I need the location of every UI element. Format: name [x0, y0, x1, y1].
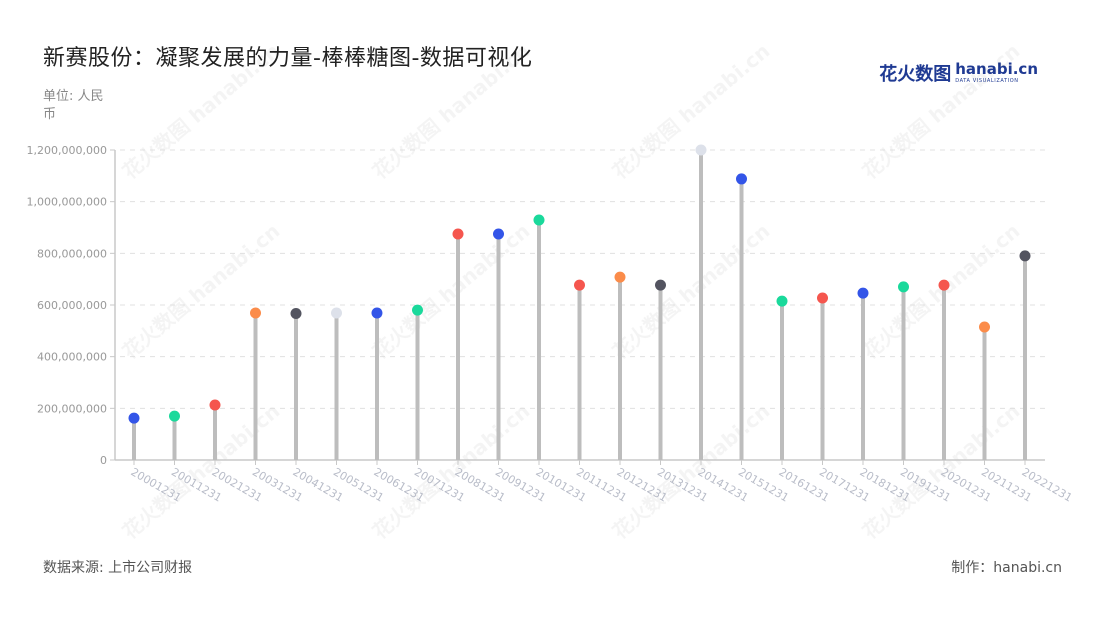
data-source: 数据来源: 上市公司财报	[43, 560, 193, 576]
lollipop-dot[interactable]	[209, 399, 221, 411]
y-tick-label: 200,000,000	[37, 402, 107, 415]
watermark: 花火数图 hanabi.cn	[608, 219, 775, 364]
y-tick-label: 1,000,000,000	[27, 196, 107, 209]
logo-english-block: hanabi.cn DATA VISUALIZATION	[955, 62, 1038, 84]
lollipop-dot[interactable]	[857, 287, 869, 299]
lollipop-dot[interactable]	[776, 295, 788, 307]
lollipop-dot[interactable]	[938, 279, 950, 291]
y-tick-label: 600,000,000	[37, 299, 107, 312]
watermark: 花火数图 hanabi.cn	[368, 39, 535, 184]
maker-credit: 制作：hanabi.cn	[951, 560, 1062, 576]
lollipop-dot[interactable]	[412, 304, 423, 316]
y-tick-label: 400,000,000	[37, 351, 107, 364]
lollipop-dot[interactable]	[371, 307, 383, 319]
lollipop-dot[interactable]	[817, 292, 828, 304]
lollipop-dot[interactable]	[331, 307, 342, 319]
lollipop-dot[interactable]	[250, 307, 261, 319]
lollipop-dot[interactable]	[614, 271, 626, 283]
lollipop-dot[interactable]	[655, 279, 666, 291]
logo-subtitle: DATA VISUALIZATION	[955, 78, 1019, 84]
lollipop-dot[interactable]	[452, 228, 464, 240]
lollipop-dot[interactable]	[574, 279, 585, 291]
lollipop-dot[interactable]	[979, 321, 990, 333]
unit-label: 单位: 人民币	[43, 89, 104, 122]
lollipop-dot[interactable]	[695, 144, 707, 156]
watermark: 花火数图 hanabi.cn	[118, 39, 285, 184]
lollipop-dot[interactable]	[533, 214, 545, 226]
logo-english-text: hanabi.cn	[955, 60, 1038, 78]
y-tick-label: 800,000,000	[37, 247, 107, 260]
lollipop-dot[interactable]	[736, 173, 747, 185]
watermark: 花火数图 hanabi.cn	[368, 219, 535, 364]
chart-title: 新赛股份：凝聚发展的力量-棒棒糖图-数据可视化	[43, 46, 533, 71]
watermark: 花火数图 hanabi.cn	[858, 39, 1025, 184]
y-tick-label: 0	[100, 454, 107, 467]
lollipop-dot[interactable]	[1019, 250, 1031, 262]
watermark: 花火数图 hanabi.cn	[608, 39, 775, 184]
brand-logo[interactable]: 花火数图 hanabi.cn DATA VISUALIZATION	[879, 60, 1038, 86]
watermark: 花火数图 hanabi.cn	[858, 219, 1025, 364]
lollipop-dot[interactable]	[169, 410, 180, 422]
logo-chinese-text: 花火数图	[879, 64, 952, 85]
lollipop-dot[interactable]	[493, 228, 504, 240]
lollipop-dot[interactable]	[898, 281, 909, 293]
watermark: 花火数图 hanabi.cn	[118, 219, 285, 364]
lollipop-dot[interactable]	[128, 412, 140, 424]
y-tick-label: 1,200,000,000	[27, 144, 107, 157]
lollipop-dot[interactable]	[290, 308, 302, 320]
